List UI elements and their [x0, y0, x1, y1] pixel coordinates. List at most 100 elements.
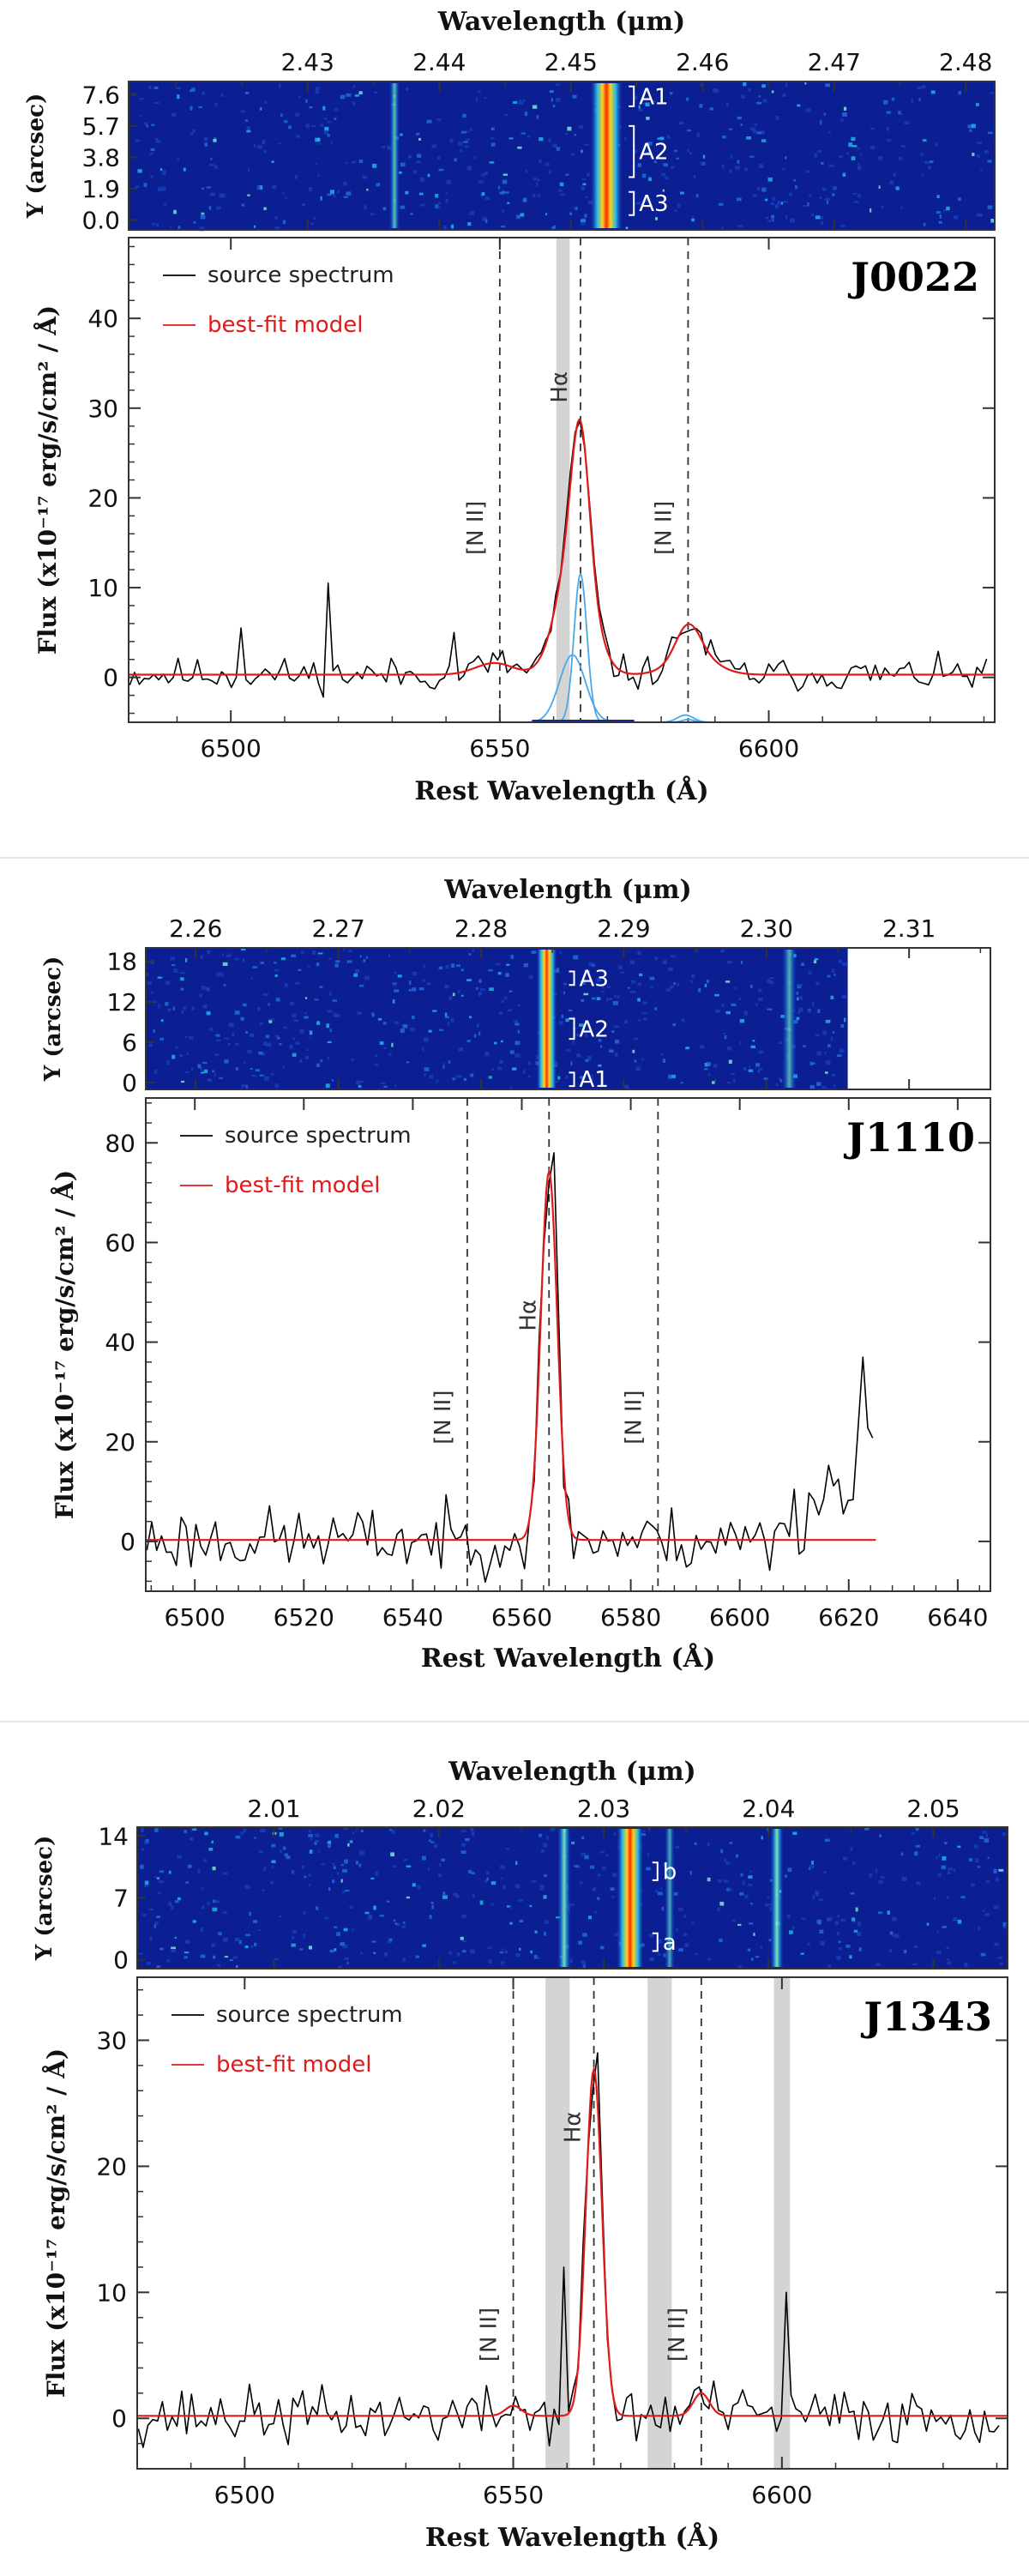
noise-speck: [274, 1958, 279, 1961]
noise-speck: [900, 206, 903, 209]
noise-speck: [946, 206, 950, 211]
noise-speck: [987, 131, 993, 135]
noise-speck: [312, 950, 316, 955]
noise-speck: [655, 217, 658, 220]
noise-speck: [317, 952, 323, 955]
noise-speck: [376, 183, 381, 187]
legend-source-label: source spectrum: [225, 1123, 412, 1149]
noise-speck: [274, 1083, 279, 1088]
noise-speck: [646, 1867, 651, 1871]
noise-speck: [139, 115, 142, 118]
sky-mask: [556, 238, 570, 722]
noise-speck: [332, 1862, 334, 1866]
noise-speck: [343, 196, 348, 198]
noise-speck: [550, 1827, 556, 1831]
noise-speck: [584, 969, 590, 974]
noise-speck: [335, 960, 340, 963]
noise-speck: [295, 982, 300, 985]
legend-model-label: best-fit model: [216, 2052, 371, 2078]
noise-speck: [587, 200, 592, 204]
noise-speck: [200, 214, 206, 220]
noise-speck: [336, 1932, 340, 1936]
noise-speck: [503, 996, 508, 999]
noise-speck: [941, 1865, 947, 1870]
noise-speck: [539, 159, 542, 163]
y-tick-label: 20: [96, 2152, 127, 2181]
noise-speck: [648, 1827, 651, 1831]
noise-speck: [880, 1876, 885, 1879]
noise-speck: [431, 144, 437, 148]
noise-speck: [173, 968, 178, 973]
noise-speck: [460, 1830, 466, 1832]
noise-speck: [209, 1028, 214, 1031]
noise-speck: [327, 193, 332, 196]
noise-speck: [507, 202, 510, 204]
noise-speck: [475, 97, 478, 102]
noise-speck: [316, 137, 321, 142]
noise-speck: [680, 191, 684, 195]
noise-speck: [660, 1053, 664, 1056]
noise-speck: [541, 1849, 545, 1853]
noise-speck: [390, 1852, 394, 1857]
noise-speck: [224, 1059, 229, 1064]
noise-speck: [797, 997, 799, 1001]
noise-speck: [921, 173, 924, 176]
noise-speck: [383, 1085, 388, 1088]
noise-speck: [426, 119, 432, 124]
noise-speck: [351, 160, 357, 164]
noise-speck: [539, 1887, 545, 1891]
noise-speck: [996, 1877, 999, 1882]
noise-speck: [545, 162, 550, 166]
noise-speck: [466, 130, 470, 133]
noise-speck: [380, 1082, 386, 1084]
noise-speck: [367, 1915, 373, 1921]
noise-speck: [685, 97, 689, 101]
noise-speck: [917, 86, 922, 90]
noise-speck: [222, 193, 226, 197]
noise-speck: [785, 1874, 787, 1878]
noise-speck: [394, 989, 400, 992]
noise-speck: [354, 94, 360, 97]
noise-speck: [703, 1068, 708, 1071]
noise-speck: [263, 1867, 267, 1871]
noise-speck: [821, 221, 824, 225]
noise-speck: [770, 202, 774, 206]
noise-speck: [749, 155, 755, 158]
noise-speck: [736, 1854, 738, 1858]
noise-speck: [976, 154, 980, 158]
noise-speck: [512, 101, 518, 104]
y2d-tick-label: 0.0: [81, 206, 120, 234]
noise-speck: [515, 1953, 521, 1958]
noise-speck: [458, 1047, 463, 1052]
noise-speck: [318, 142, 322, 145]
noise-speck: [870, 145, 876, 150]
line-marker-label: Hα: [561, 2111, 587, 2143]
noise-speck: [203, 136, 208, 142]
noise-speck: [876, 1963, 882, 1966]
noise-speck: [558, 1021, 563, 1025]
noise-speck: [782, 168, 785, 171]
noise-speck: [154, 1828, 159, 1832]
noise-speck: [730, 169, 732, 173]
noise-speck: [381, 146, 386, 149]
noise-speck: [452, 1077, 455, 1081]
noise-speck: [364, 975, 370, 980]
noise-speck: [240, 110, 245, 113]
noise-speck: [739, 1891, 744, 1896]
noise-speck: [204, 1831, 208, 1836]
noise-speck: [147, 981, 152, 985]
noise-speck: [316, 962, 320, 967]
noise-speck: [496, 962, 501, 966]
noise-speck: [158, 1004, 160, 1009]
y2d-tick-label: 7: [113, 1885, 129, 1913]
noise-speck: [324, 126, 329, 131]
noise-speck: [761, 187, 767, 192]
noise-speck: [575, 1034, 580, 1037]
noise-speck: [821, 161, 824, 166]
noise-speck: [828, 164, 834, 167]
emission-streak: [590, 83, 623, 228]
noise-speck: [449, 138, 454, 142]
noise-speck: [752, 1040, 755, 1042]
noise-speck: [444, 1016, 449, 1018]
noise-speck: [331, 1079, 334, 1082]
